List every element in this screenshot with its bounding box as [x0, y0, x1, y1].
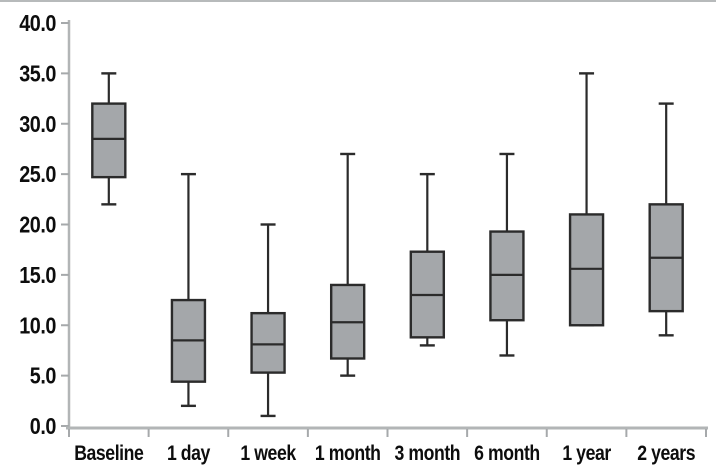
y-tick-label: 10.0 [19, 312, 56, 338]
y-tick-label: 20.0 [19, 212, 56, 238]
y-tick-label: 5.0 [30, 363, 56, 389]
x-category-label: 1 week [240, 442, 296, 465]
box-baseline [91, 102, 127, 179]
y-tick-label: 15.0 [19, 262, 56, 288]
y-tick-label: 40.0 [19, 10, 56, 36]
y-tick-label: 0.0 [30, 413, 56, 439]
y-tick-label: 35.0 [19, 60, 56, 86]
x-category-label: 6 month [474, 442, 540, 465]
x-category-label: 1 day [167, 442, 211, 465]
x-category-label: 2 years [637, 442, 695, 465]
box-1-week [250, 311, 286, 374]
y-tick-label: 25.0 [19, 161, 56, 187]
x-category-label: 1 month [315, 442, 381, 465]
y-tick-label: 30.0 [19, 111, 56, 137]
x-category-label: 3 month [394, 442, 460, 465]
x-category-label: 1 year [562, 442, 611, 465]
x-category-label: Baseline [74, 442, 143, 465]
